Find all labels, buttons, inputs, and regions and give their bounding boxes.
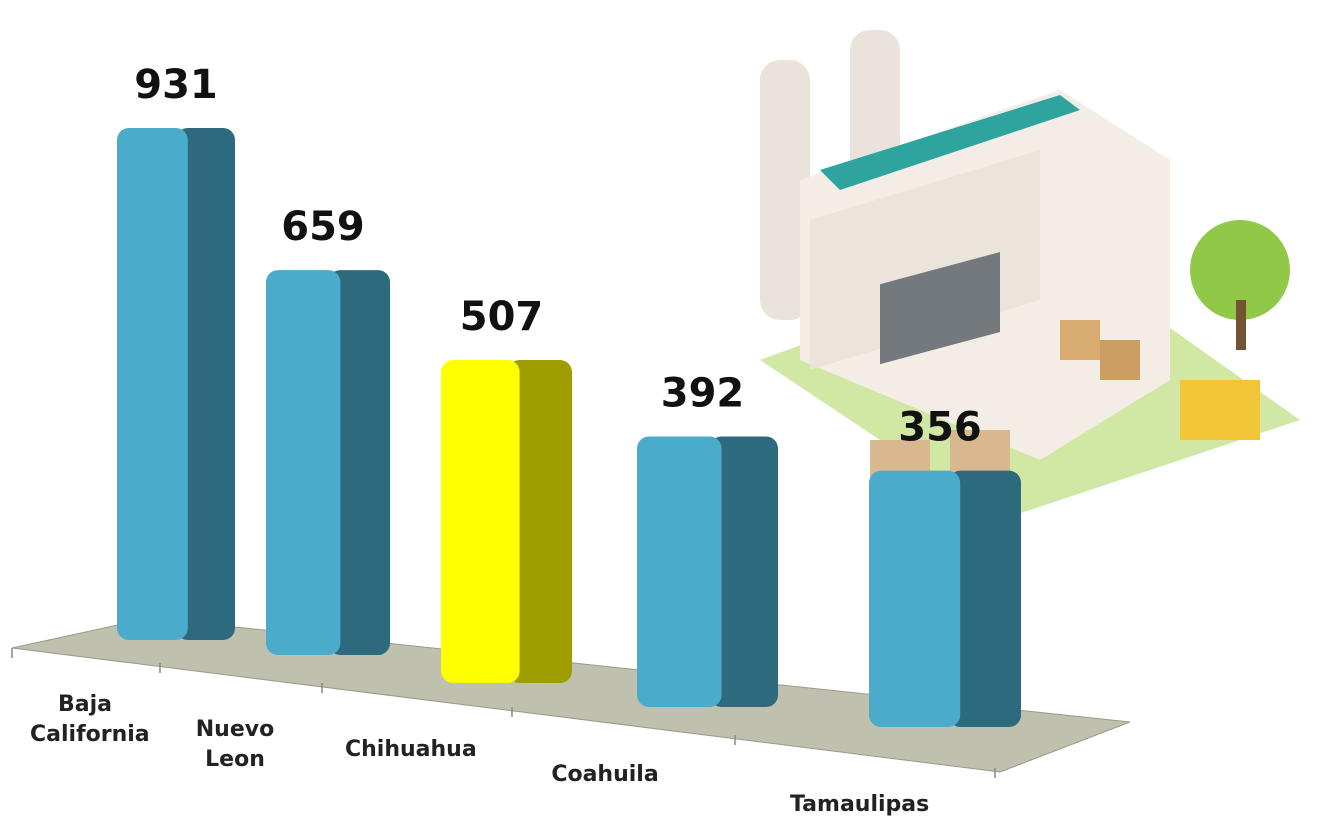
- value-label: 931: [134, 62, 218, 108]
- bar: [441, 360, 520, 683]
- bar: [869, 471, 960, 727]
- value-label: 392: [661, 371, 745, 417]
- page: 931 659 507 392 356 Baja California Nuevo Leo…: [0, 0, 1319, 821]
- category-label: Baja California: [30, 690, 140, 750]
- value-label: 659: [281, 204, 365, 250]
- bar: [637, 437, 722, 707]
- value-label: 507: [460, 294, 544, 340]
- category-label: Nuevo Leon: [180, 715, 290, 775]
- bar: [266, 270, 340, 655]
- value-label: 356: [898, 405, 982, 451]
- category-label: Tamaulipas: [790, 790, 920, 820]
- chart: 931 659 507 392 356: [0, 0, 1319, 821]
- factory-illustration: [760, 30, 1300, 520]
- category-label: Chihuahua: [345, 735, 475, 765]
- bar: [117, 128, 188, 640]
- category-label: Coahuila: [540, 760, 670, 790]
